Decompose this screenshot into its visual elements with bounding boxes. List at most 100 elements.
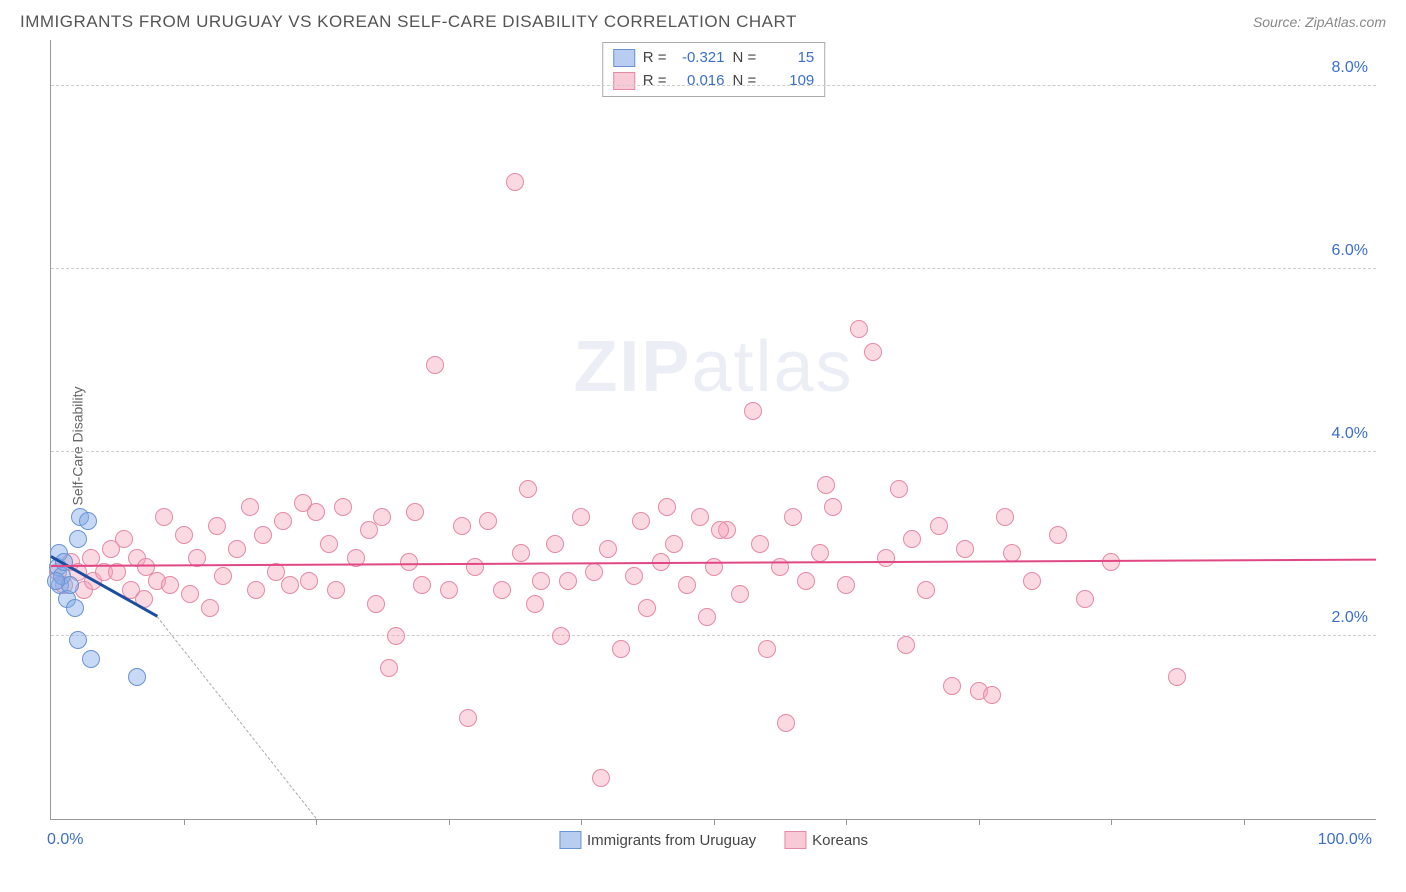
data-point-koreans: [811, 544, 829, 562]
data-point-koreans: [406, 503, 424, 521]
data-point-uruguay: [47, 572, 65, 590]
data-point-uruguay: [82, 650, 100, 668]
data-point-koreans: [943, 677, 961, 695]
x-tick: [449, 819, 450, 825]
chart-title: IMMIGRANTS FROM URUGUAY VS KOREAN SELF-C…: [20, 12, 797, 32]
legend-item-koreans: Koreans: [784, 831, 868, 849]
data-point-koreans: [592, 769, 610, 787]
trend-dash-uruguay: [157, 617, 317, 819]
watermark-zip: ZIP: [573, 327, 691, 407]
y-tick-label: 2.0%: [1332, 609, 1368, 627]
x-tick: [846, 819, 847, 825]
r-label: R =: [643, 70, 667, 93]
data-point-koreans: [599, 540, 617, 558]
data-point-koreans: [360, 521, 378, 539]
r-value-koreans: 0.016: [675, 70, 725, 93]
data-point-koreans: [824, 498, 842, 516]
x-tick: [184, 819, 185, 825]
watermark-atlas: atlas: [691, 327, 853, 407]
data-point-koreans: [413, 576, 431, 594]
data-point-koreans: [572, 508, 590, 526]
data-point-koreans: [751, 535, 769, 553]
data-point-koreans: [705, 558, 723, 576]
data-point-koreans: [459, 709, 477, 727]
data-point-koreans: [115, 530, 133, 548]
data-point-koreans: [241, 498, 259, 516]
data-point-koreans: [877, 549, 895, 567]
data-point-koreans: [1076, 590, 1094, 608]
x-tick: [316, 819, 317, 825]
data-point-koreans: [758, 640, 776, 658]
data-point-koreans: [367, 595, 385, 613]
legend-swatch-koreans: [784, 831, 806, 849]
data-point-koreans: [638, 599, 656, 617]
data-point-koreans: [850, 320, 868, 338]
data-point-koreans: [797, 572, 815, 590]
data-point-koreans: [1102, 553, 1120, 571]
data-point-koreans: [228, 540, 246, 558]
data-point-koreans: [817, 476, 835, 494]
source-name: ZipAtlas.com: [1305, 14, 1386, 30]
n-label: N =: [733, 70, 757, 93]
data-point-koreans: [559, 572, 577, 590]
data-point-koreans: [731, 585, 749, 603]
data-point-koreans: [440, 581, 458, 599]
data-point-koreans: [1023, 572, 1041, 590]
data-point-koreans: [625, 567, 643, 585]
scatter-plot-area: ZIPatlas R = -0.321 N = 15 R = 0.016 N =…: [50, 40, 1376, 820]
data-point-koreans: [320, 535, 338, 553]
data-point-koreans: [890, 480, 908, 498]
data-point-koreans: [519, 480, 537, 498]
data-point-koreans: [552, 627, 570, 645]
data-point-koreans: [453, 517, 471, 535]
data-point-koreans: [777, 714, 795, 732]
data-point-koreans: [373, 508, 391, 526]
data-point-koreans: [155, 508, 173, 526]
y-tick-label: 8.0%: [1332, 59, 1368, 77]
source-attribution: Source: ZipAtlas.com: [1253, 14, 1386, 30]
gridline-h: [51, 268, 1376, 269]
data-point-koreans: [307, 503, 325, 521]
data-point-koreans: [612, 640, 630, 658]
data-point-koreans: [784, 508, 802, 526]
data-point-koreans: [658, 498, 676, 516]
data-point-koreans: [300, 572, 318, 590]
r-label: R =: [643, 47, 667, 70]
data-point-koreans: [546, 535, 564, 553]
data-point-koreans: [678, 576, 696, 594]
data-point-koreans: [466, 558, 484, 576]
data-point-koreans: [837, 576, 855, 594]
legend-label-uruguay: Immigrants from Uruguay: [587, 832, 756, 849]
data-point-koreans: [334, 498, 352, 516]
n-value-koreans: 109: [764, 70, 814, 93]
data-point-koreans: [493, 581, 511, 599]
data-point-koreans: [214, 567, 232, 585]
data-point-koreans: [532, 572, 550, 590]
source-label: Source:: [1253, 14, 1301, 30]
data-point-koreans: [956, 540, 974, 558]
data-point-koreans: [1168, 668, 1186, 686]
watermark: ZIPatlas: [573, 326, 853, 408]
data-point-koreans: [506, 173, 524, 191]
x-tick: [714, 819, 715, 825]
gridline-h: [51, 85, 1376, 86]
data-point-koreans: [426, 356, 444, 374]
data-point-koreans: [254, 526, 272, 544]
data-point-uruguay: [69, 530, 87, 548]
data-point-koreans: [201, 599, 219, 617]
data-point-koreans: [691, 508, 709, 526]
data-point-koreans: [983, 686, 1001, 704]
data-point-koreans: [161, 576, 179, 594]
swatch-koreans: [613, 72, 635, 90]
data-point-koreans: [380, 659, 398, 677]
data-point-koreans: [1049, 526, 1067, 544]
data-point-uruguay: [79, 512, 97, 530]
correlation-stats-box: R = -0.321 N = 15 R = 0.016 N = 109: [602, 42, 826, 97]
data-point-koreans: [864, 343, 882, 361]
data-point-koreans: [387, 627, 405, 645]
data-point-koreans: [903, 530, 921, 548]
data-point-koreans: [175, 526, 193, 544]
legend-item-uruguay: Immigrants from Uruguay: [559, 831, 756, 849]
data-point-koreans: [665, 535, 683, 553]
data-point-koreans: [208, 517, 226, 535]
